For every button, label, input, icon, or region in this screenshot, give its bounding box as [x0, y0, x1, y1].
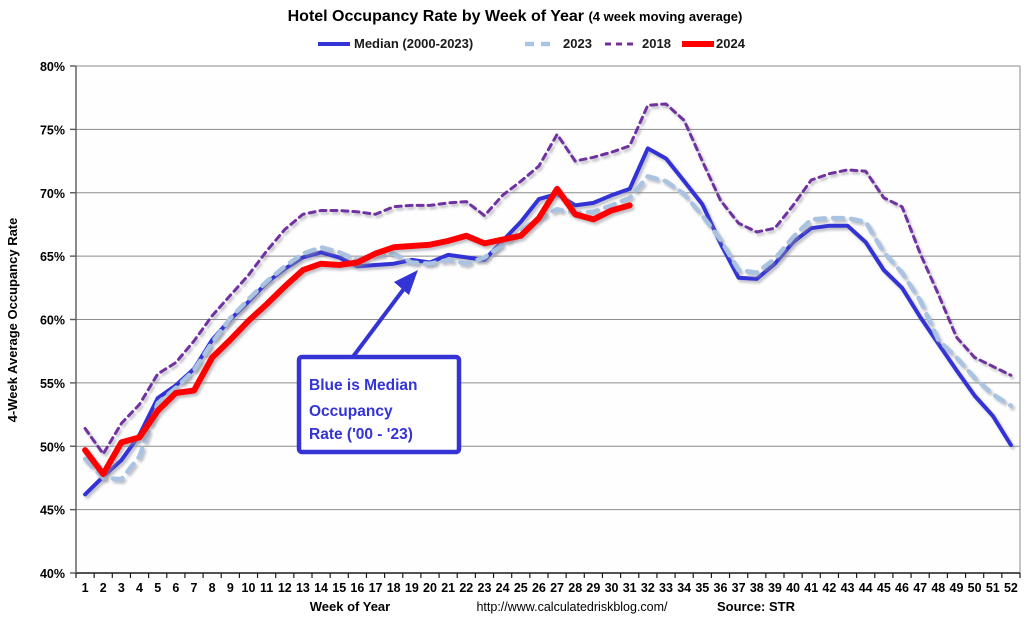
x-tick-label-46: 46 — [895, 581, 909, 595]
x-tick-label-17: 17 — [369, 581, 383, 595]
x-tick-label-35: 35 — [695, 581, 709, 595]
y-axis-title: 4-Week Average Occupancy Rate — [5, 218, 20, 423]
annotation-line-3: Rate ('00 - '23) — [309, 426, 413, 443]
annotation-line-2: Occupancy — [309, 403, 393, 420]
annotation-box — [296, 354, 462, 455]
x-tick-label-21: 21 — [441, 581, 455, 595]
x-tick-label-15: 15 — [332, 581, 346, 595]
x-tick-label-45: 45 — [877, 581, 891, 595]
x-tick-label-24: 24 — [496, 581, 510, 595]
legend-label-2023: 2023 — [563, 36, 592, 51]
x-axis-title: Week of Year — [310, 599, 390, 614]
x-tick-label-30: 30 — [605, 581, 619, 595]
source-label: Source: STR — [717, 599, 796, 614]
series-line-2018 — [83, 102, 1013, 456]
chart-title: Hotel Occupancy Rate by Week of Year (4 … — [288, 8, 743, 25]
annotation-line-1: Blue is Median — [309, 377, 418, 394]
x-tick-label-39: 39 — [768, 581, 782, 595]
x-tick-label-47: 47 — [913, 581, 927, 595]
x-tick-label-7: 7 — [191, 581, 198, 595]
x-tick-label-42: 42 — [822, 581, 836, 595]
x-tick-label-40: 40 — [786, 581, 800, 595]
x-tick-label-1: 1 — [82, 581, 89, 595]
x-tick-label-41: 41 — [804, 581, 818, 595]
x-tick-label-43: 43 — [841, 581, 855, 595]
x-tick-label-51: 51 — [986, 581, 1000, 595]
legend-label-median: Median (2000-2023) — [354, 36, 473, 51]
y-tick-label-45: 45% — [40, 504, 65, 518]
x-tick-label-52: 52 — [1004, 581, 1018, 595]
x-tick-label-26: 26 — [532, 581, 546, 595]
x-tick-label-37: 37 — [732, 581, 746, 595]
legend-label-2024: 2024 — [716, 36, 746, 51]
x-tick-label-11: 11 — [260, 581, 273, 595]
x-tick-label-14: 14 — [314, 581, 328, 595]
x-tick-label-22: 22 — [459, 581, 473, 595]
y-tick-label-50: 50% — [40, 440, 65, 454]
x-tick-label-10: 10 — [242, 581, 256, 595]
x-tick-label-23: 23 — [478, 581, 492, 595]
series-line-2024 — [82, 185, 633, 478]
x-tick-label-38: 38 — [750, 581, 764, 595]
x-tick-label-6: 6 — [172, 581, 179, 595]
x-tick-label-12: 12 — [278, 581, 292, 595]
legend-label-2018: 2018 — [642, 36, 671, 51]
x-tick-label-28: 28 — [568, 581, 582, 595]
x-tick-label-29: 29 — [586, 581, 600, 595]
y-tick-label-80: 80% — [40, 60, 65, 74]
y-tick-label-40: 40% — [40, 567, 65, 581]
x-tick-label-27: 27 — [550, 581, 564, 595]
source-url[interactable]: http://www.calculatedriskblog.com/ — [476, 600, 668, 614]
x-tick-label-9: 9 — [227, 581, 234, 595]
annotation-arrow-line — [350, 280, 411, 360]
x-tick-label-48: 48 — [931, 581, 945, 595]
series-line-2023 — [82, 174, 1014, 482]
x-tick-label-25: 25 — [514, 581, 528, 595]
annotation-callout: Blue is Median Occupancy Rate ('00 - '23… — [296, 270, 462, 455]
x-tick-label-8: 8 — [209, 581, 216, 595]
y-tick-label-65: 65% — [40, 250, 65, 264]
x-tick-label-13: 13 — [296, 581, 310, 595]
x-tick-label-50: 50 — [968, 581, 982, 595]
x-tick-label-16: 16 — [350, 581, 364, 595]
y-tick-label-60: 60% — [40, 314, 65, 328]
x-tick-label-36: 36 — [714, 581, 728, 595]
x-tick-label-32: 32 — [641, 581, 655, 595]
x-tick-label-31: 31 — [623, 581, 637, 595]
x-tick-label-2: 2 — [100, 581, 107, 595]
y-tick-label-75: 75% — [40, 123, 65, 137]
x-tick-label-3: 3 — [118, 581, 125, 595]
annotation-arrow-head — [394, 270, 418, 295]
legend: Median (2000-2023) 2023 2018 2024 — [318, 36, 746, 51]
y-tick-label-70: 70% — [40, 187, 65, 201]
x-tick-label-19: 19 — [405, 581, 419, 595]
y-tick-label-55: 55% — [40, 377, 65, 391]
x-tick-label-33: 33 — [659, 581, 673, 595]
x-tick-label-44: 44 — [859, 581, 873, 595]
x-tick-label-5: 5 — [154, 581, 161, 595]
x-tick-label-20: 20 — [423, 581, 437, 595]
x-tick-label-34: 34 — [677, 581, 691, 595]
x-tick-label-18: 18 — [387, 581, 401, 595]
chart-title-main: Hotel Occupancy Rate by Week of Year — [288, 8, 589, 25]
x-tick-label-49: 49 — [950, 581, 964, 595]
chart-title-suffix: (4 week moving average) — [588, 9, 742, 24]
x-tick-label-4: 4 — [136, 581, 143, 595]
plot-area: 40%45%50%55%60%65%70%75%80%1 2 3 4 5 6 7 8 9 10 11… — [40, 60, 1021, 595]
